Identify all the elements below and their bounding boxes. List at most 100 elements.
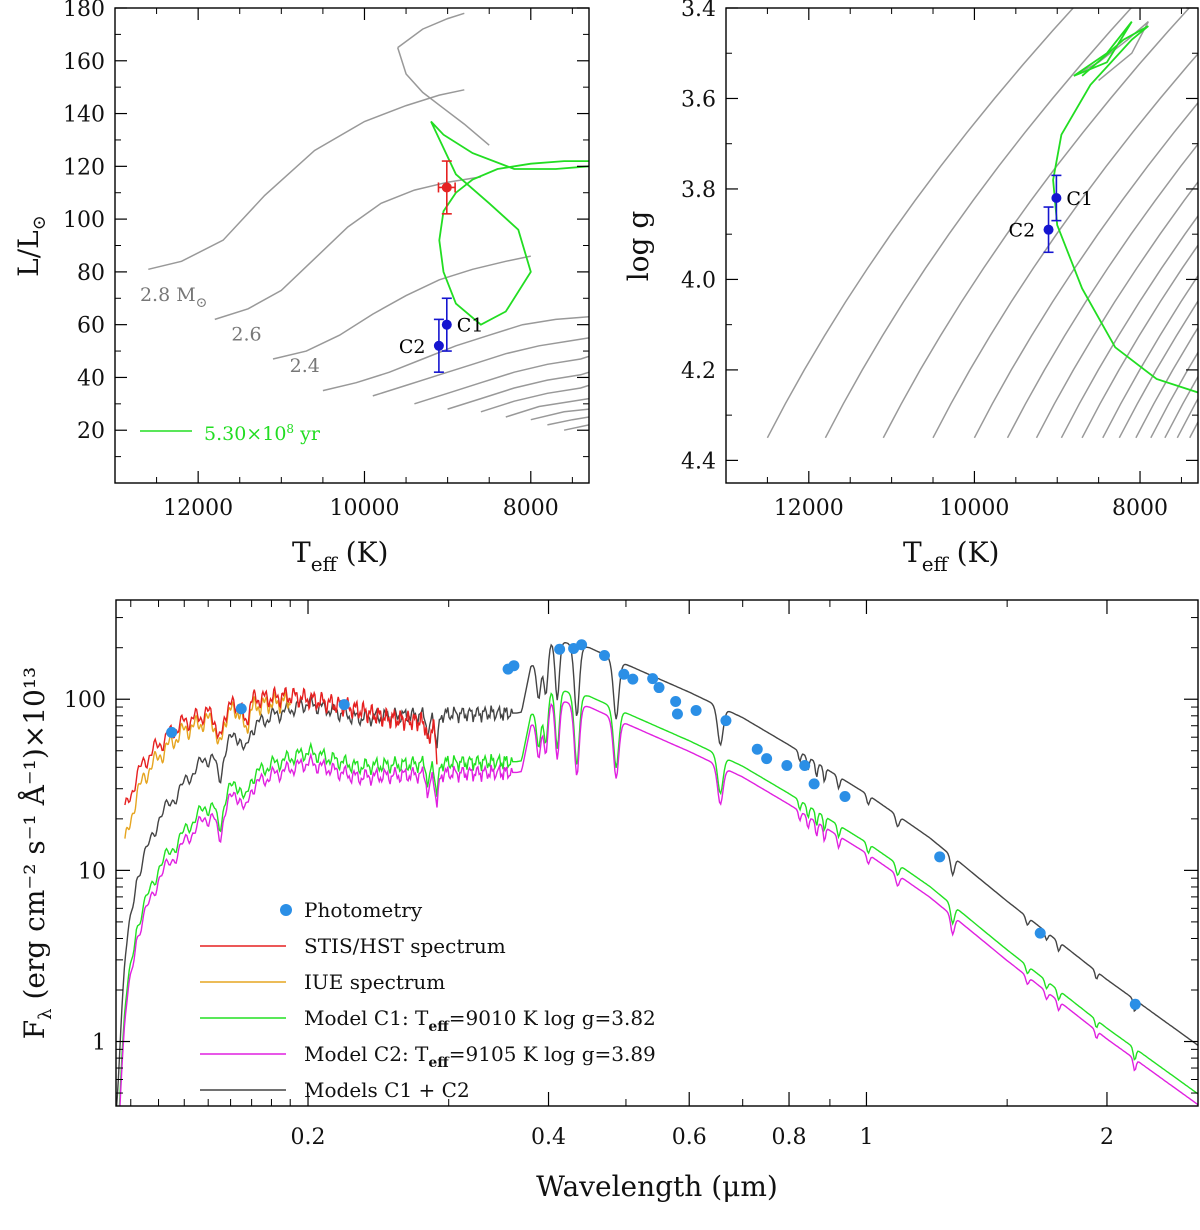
sed-panel: 0.2 0.4 0.6 0.8 1 2 1 10 100 Photometry STIS/HST …: [18, 599, 1199, 1203]
kiel-track: [766, 8, 1075, 439]
photometry-point: [751, 743, 763, 755]
kiel-track: [1006, 142, 1198, 439]
point-c2-marker: [433, 340, 444, 351]
kiel-track: [1118, 299, 1198, 439]
sed-axes: 0.2 0.4 0.6 0.8 1 2 1 10 100: [64, 600, 1198, 1150]
photometry-point: [671, 708, 683, 720]
primary-point-marker: [441, 182, 452, 193]
x-tick-label: 0.8: [772, 1125, 807, 1150]
photometry-point: [576, 639, 588, 651]
photometry-point: [690, 704, 702, 716]
y-tick-label: 100: [64, 688, 106, 713]
stis-spectrum-line: [124, 685, 438, 806]
hr-data-points: [433, 160, 456, 373]
photometry-point: [1034, 927, 1046, 939]
x-tick-label: 12000: [774, 496, 844, 521]
kiel-isochrone: [1052, 21, 1198, 394]
kiel-x-axis-title: Teff (K): [903, 536, 999, 576]
kiel-plot-frame: [725, 7, 1199, 484]
y-tick-label: 20: [77, 419, 105, 444]
evolutionary-tracks: [148, 12, 589, 431]
hr-diagram-panel: 12000 10000 8000 20 40 60 80 100 120 140 160 180 C1…: [12, 0, 590, 576]
mass-label: 2.8 M⊙: [140, 284, 207, 311]
photometry-point: [1129, 998, 1141, 1010]
sed-photometry: [166, 639, 1141, 1010]
x-tick-label: 2: [1100, 1125, 1114, 1150]
kiel-point-label-c2: C2: [1009, 220, 1036, 242]
sed-plot-frame: [115, 599, 1199, 1107]
y-tick-label: 1: [92, 1031, 106, 1056]
x-tick-label: 0.2: [291, 1125, 326, 1150]
x-tick-label: 10000: [939, 496, 1009, 521]
photometry-point: [554, 643, 566, 655]
kiel-point-c2-marker: [1043, 224, 1054, 235]
legend-label-1: STIS/HST spectrum: [304, 934, 506, 958]
y-tick-label: 60: [77, 314, 105, 339]
models-sum-line: [116, 641, 1198, 1106]
photometry-point: [839, 791, 851, 803]
photometry-point: [508, 660, 520, 672]
kiel-track: [1060, 214, 1198, 439]
hr-annotations: C1 C2 2.8 M⊙ 2.6 2.4: [140, 284, 483, 377]
track-g8: [547, 416, 589, 426]
kiel-track: [1135, 326, 1198, 439]
kiel-track: [932, 52, 1198, 439]
legend-label-2: IUE spectrum: [304, 970, 445, 994]
point-label-c2: C2: [399, 336, 426, 358]
y-tick-label: 140: [63, 103, 105, 128]
hr-plot-frame: [114, 7, 590, 484]
kiel-axes: 12000 10000 8000 3.4 3.6 3.8 4.0 4.2 4.4: [681, 0, 1198, 521]
photometry-point: [934, 851, 946, 863]
track-g9: [563, 424, 589, 431]
kiel-track: [882, 8, 1191, 439]
photometry-point: [166, 726, 178, 738]
photometry-point: [720, 715, 732, 727]
y-tick-label: 100: [63, 208, 105, 233]
legend-marker-photometry: [280, 904, 292, 916]
y-tick-label: 80: [77, 261, 105, 286]
legend-label-5: Models C1 + C2: [304, 1078, 470, 1102]
x-tick-label: 0.6: [672, 1125, 707, 1150]
x-tick-label: 0.4: [531, 1125, 566, 1150]
iue-spectrum-line: [124, 690, 291, 839]
hr-y-axis-title: L/L⊙: [12, 215, 50, 277]
hr-x-axis-title: Teff (K): [292, 536, 388, 576]
y-tick-label: 180: [63, 0, 105, 22]
x-tick-label: 1: [859, 1125, 873, 1150]
hr-iso-legend-label: 5.30×108 yr: [204, 422, 321, 445]
kiel-track: [1035, 180, 1198, 439]
sed-spectra: [116, 641, 1198, 1106]
y-tick-label: 4.0: [681, 268, 716, 293]
kiel-track: [824, 8, 1133, 439]
x-tick-label: 10000: [329, 496, 399, 521]
mass-label: 2.6: [231, 324, 261, 346]
track-g3: [414, 355, 589, 405]
kiel-point-label-c1: C1: [1066, 188, 1093, 210]
kiel-point-c1-marker: [1051, 193, 1062, 203]
x-tick-label: 8000: [1112, 496, 1168, 521]
track-g7: [530, 408, 589, 421]
model-c2-line: [119, 701, 1198, 1106]
y-tick-label: 4.2: [681, 359, 716, 384]
kiel-isochrone-line: [1052, 25, 1198, 394]
kiel-track: [973, 101, 1198, 439]
legend-label-3: Model C1: Teff=9010 K log g=3.82: [304, 1006, 656, 1035]
photometry-point: [627, 673, 639, 685]
y-tick-label: 40: [77, 366, 105, 391]
sed-y-axis-title: Fλ (erg cm⁻² s⁻¹ Å⁻¹)×10¹³: [18, 667, 56, 1040]
track-g5: [480, 384, 589, 413]
mass-label: 2.4: [290, 355, 320, 377]
photometry-point: [598, 650, 610, 662]
point-c1-marker: [441, 319, 452, 330]
kiel-track: [1102, 274, 1198, 439]
model-c1-line: [118, 690, 1198, 1106]
legend-label-4: Model C2: Teff=9105 K log g=3.89: [304, 1042, 656, 1071]
kiel-data-points: [1043, 174, 1062, 254]
photometry-point: [647, 673, 659, 685]
track-g2: [372, 337, 589, 397]
x-tick-label: 8000: [503, 496, 559, 521]
photometry-point: [235, 703, 247, 715]
x-tick-label: 12000: [163, 496, 233, 521]
legend-label-0: Photometry: [304, 898, 423, 922]
